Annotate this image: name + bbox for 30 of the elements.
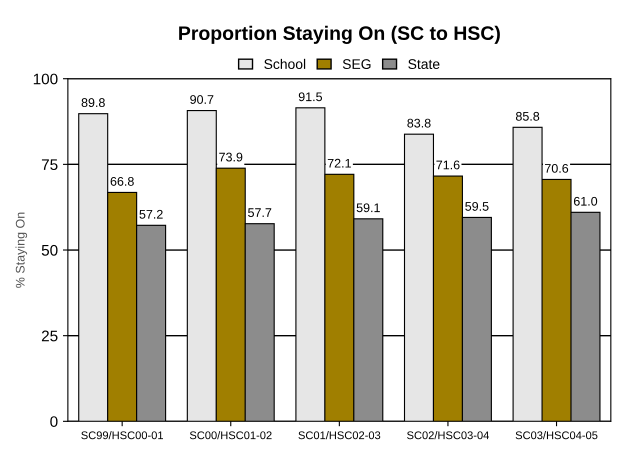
legend-label: SEG bbox=[342, 59, 370, 70]
x-tick-label: SC02/HSC03-04 bbox=[407, 431, 489, 440]
chart-title: Proportion Staying On (SC to HSC) bbox=[179, 26, 500, 44]
x-tick-label: SC99/HSC00-01 bbox=[81, 431, 164, 440]
x-tick-label: SC01/HSC02-03 bbox=[298, 431, 380, 440]
y-tick-label: 25 bbox=[42, 330, 58, 342]
x-tick-label: SC00/HSC01-02 bbox=[190, 431, 272, 440]
data-label: 70.6 bbox=[545, 164, 568, 173]
data-label: 57.2 bbox=[139, 210, 163, 219]
x-tick-label: SC03/HSC04-05 bbox=[516, 431, 598, 440]
legend-label: School bbox=[264, 58, 306, 70]
legend-label: State bbox=[408, 59, 440, 70]
data-label: 90.7 bbox=[190, 95, 214, 104]
data-label: 57.7 bbox=[248, 208, 272, 217]
data-label: 71.6 bbox=[436, 160, 460, 170]
data-label: 83.8 bbox=[407, 118, 431, 128]
data-label: 89.8 bbox=[82, 98, 105, 108]
data-label: 72.1 bbox=[328, 158, 351, 168]
y-tick-label: 75 bbox=[42, 159, 58, 170]
data-label: 91.5 bbox=[298, 92, 322, 102]
y-tick-label: 0 bbox=[50, 416, 58, 428]
y-tick-label: 100 bbox=[34, 74, 58, 84]
data-label: 59.1 bbox=[356, 203, 380, 212]
data-label: 61.0 bbox=[574, 196, 598, 206]
data-label: 73.9 bbox=[219, 152, 242, 162]
data-label: 66.8 bbox=[110, 176, 134, 186]
y-tick-label: 50 bbox=[42, 244, 58, 256]
data-label: 59.5 bbox=[465, 202, 489, 211]
y-axis-title: % Staying On bbox=[15, 212, 28, 288]
data-label: 85.8 bbox=[516, 112, 540, 121]
